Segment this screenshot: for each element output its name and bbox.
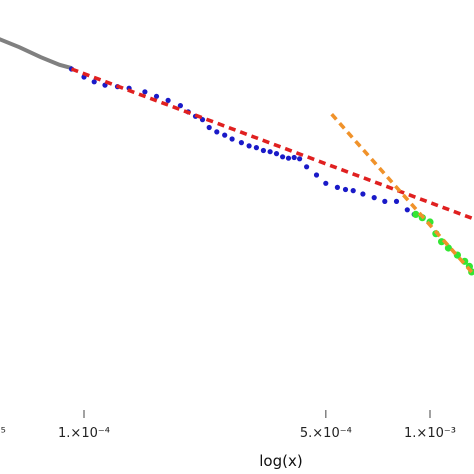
blue-point	[165, 97, 171, 103]
blue-point	[153, 93, 160, 99]
blue-point	[142, 89, 148, 95]
x-axis-ticks: 5.×10⁻⁵ 1.×10⁻⁴ 5.×10⁻⁴ 1.×10⁻³	[0, 410, 456, 441]
blue-point	[313, 172, 320, 178]
x-tick-label: 1.×10⁻³	[404, 426, 456, 441]
green-point	[412, 210, 420, 218]
blue-point	[238, 140, 244, 146]
blue-point	[214, 129, 220, 135]
blue-point	[382, 198, 388, 204]
x-axis-label: log(x)	[259, 452, 302, 470]
blue-point	[253, 145, 259, 151]
gray-line	[0, 37, 73, 71]
blue-point	[393, 198, 400, 204]
blue-point	[280, 154, 286, 160]
blue-point	[323, 180, 329, 186]
blue-point	[285, 155, 292, 161]
blue-point	[404, 207, 410, 213]
blue-point	[297, 156, 303, 162]
x-tick-label: 5.×10⁻⁴	[300, 426, 352, 441]
blue-point	[229, 136, 235, 142]
blue-point	[273, 151, 280, 157]
blue-point	[291, 154, 297, 161]
blue-point	[371, 195, 377, 201]
x-tick-label: 5.×10⁻⁵	[0, 426, 6, 441]
blue-point	[304, 164, 310, 170]
x-tick-label: 1.×10⁻⁴	[58, 426, 110, 441]
blue-point	[206, 124, 212, 131]
green-points	[412, 210, 474, 276]
blue-point	[360, 191, 366, 197]
red-dashed-line	[70, 67, 474, 221]
blue-point	[177, 103, 183, 109]
blue-point	[260, 147, 266, 154]
blue-point	[91, 79, 97, 85]
orange-dashed-line	[330, 113, 474, 278]
blue-point	[350, 188, 356, 194]
blue-point	[246, 143, 252, 149]
blue-point	[334, 184, 340, 190]
blue-point	[267, 149, 273, 155]
plot-series	[0, 37, 474, 278]
blue-point	[342, 186, 349, 193]
blue-point	[222, 132, 228, 138]
